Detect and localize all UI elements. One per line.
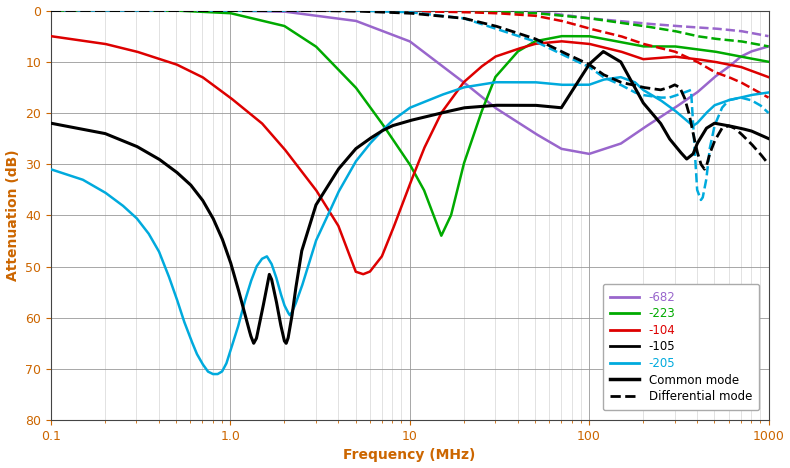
Legend: -682, -223, -104, -105, -205, Common mode, Differential mode: -682, -223, -104, -105, -205, Common mod… <box>603 284 759 410</box>
Y-axis label: Attenuation (dB): Attenuation (dB) <box>6 150 20 281</box>
X-axis label: Frequency (MHz): Frequency (MHz) <box>344 448 476 462</box>
